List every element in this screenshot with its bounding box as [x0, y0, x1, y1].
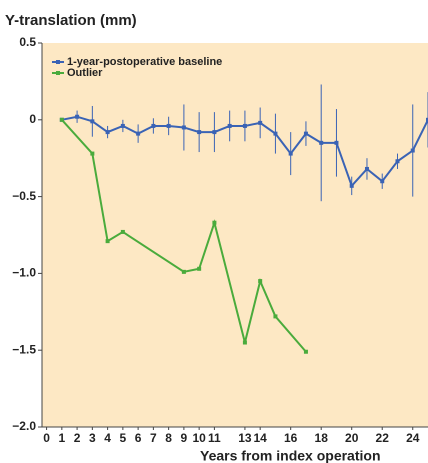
point: [197, 130, 202, 135]
x-tick-label: 14: [253, 431, 267, 445]
point: [105, 239, 110, 244]
x-tick-label: 9: [181, 431, 188, 445]
point: [212, 130, 217, 135]
point: [75, 114, 80, 119]
chart-title: Y-translation (mm): [5, 12, 137, 29]
point: [181, 125, 186, 130]
point: [273, 314, 278, 319]
point: [273, 131, 278, 136]
x-tick-label: 5: [120, 431, 127, 445]
x-tick-label: 10: [192, 431, 206, 445]
point: [334, 140, 339, 145]
point: [59, 117, 64, 122]
y-tick-label: 0.5: [19, 35, 36, 49]
x-tick-label: 24: [406, 431, 420, 445]
point: [258, 279, 263, 284]
x-tick-label: 22: [376, 431, 390, 445]
point: [288, 151, 293, 156]
y-tick-label: −1.5: [12, 342, 36, 356]
x-tick-label: 6: [135, 431, 142, 445]
point: [242, 340, 247, 345]
point: [227, 123, 232, 128]
point: [136, 131, 141, 136]
y-tick-label: −2.0: [12, 419, 36, 433]
point: [212, 220, 217, 225]
point: [197, 266, 202, 271]
x-tick-label: 13: [238, 431, 252, 445]
legend-label: 1-year-postoperative baseline: [67, 56, 222, 68]
x-tick-label: 4: [104, 431, 111, 445]
point: [242, 123, 247, 128]
point: [258, 120, 263, 125]
legend-label: Outlier: [67, 67, 103, 79]
point: [303, 349, 308, 354]
x-tick-label: 20: [345, 431, 359, 445]
point: [151, 123, 156, 128]
point: [166, 123, 171, 128]
y-tick-label: −1.0: [12, 266, 36, 280]
point: [349, 183, 354, 188]
point: [380, 179, 385, 184]
x-tick-label: 1: [58, 431, 65, 445]
point: [395, 159, 400, 164]
x-tick-label: 18: [315, 431, 329, 445]
point: [364, 166, 369, 171]
point: [319, 140, 324, 145]
point: [120, 123, 125, 128]
point: [410, 148, 415, 153]
x-tick-label: 8: [165, 431, 172, 445]
point: [303, 131, 308, 136]
y-tick-label: −0.5: [12, 189, 36, 203]
point: [120, 229, 125, 234]
x-tick-label: 11: [208, 431, 221, 445]
point: [90, 119, 95, 124]
x-axis-label: Years from index operation: [200, 448, 381, 463]
x-tick-label: 0: [43, 431, 50, 445]
x-tick-label: 2: [74, 431, 81, 445]
point: [181, 269, 186, 274]
plot-background: [42, 43, 428, 427]
x-tick-label: 3: [89, 431, 96, 445]
legend-marker: [56, 71, 60, 75]
y-tick-label: 0: [29, 112, 36, 126]
point: [90, 151, 95, 156]
point: [426, 117, 428, 122]
x-tick-label: 16: [284, 431, 298, 445]
point: [105, 130, 110, 135]
x-tick-label: 7: [150, 431, 157, 445]
legend-marker: [56, 60, 60, 64]
